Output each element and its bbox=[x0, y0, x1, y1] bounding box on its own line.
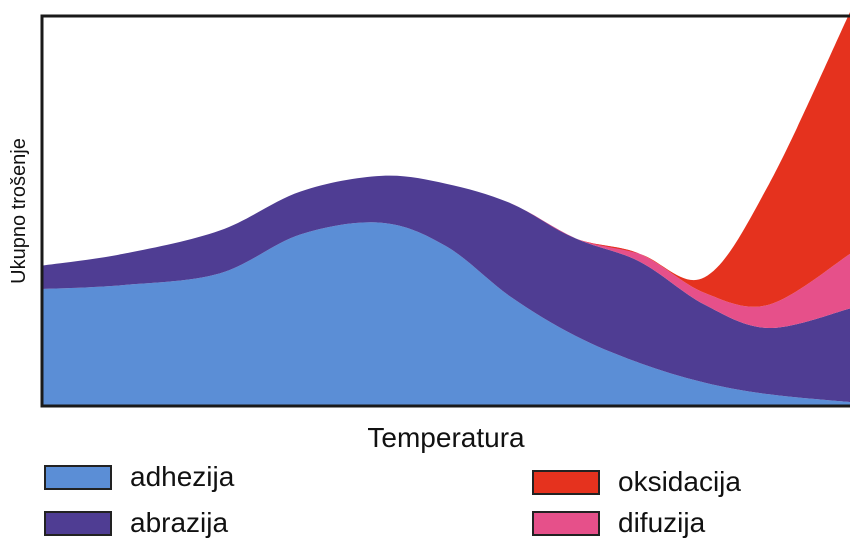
legend-label-oksidacija: oksidacija bbox=[618, 466, 741, 497]
area-adhezija bbox=[42, 222, 850, 406]
x-axis-label: Temperatura bbox=[367, 422, 525, 453]
legend-item-abrazija: abrazija bbox=[44, 507, 228, 539]
legend-item-oksidacija: oksidacija bbox=[532, 466, 741, 498]
chart-areas bbox=[42, 12, 850, 406]
legend-swatch-adhezija bbox=[44, 464, 112, 490]
legend-label-adhezija: adhezija bbox=[130, 461, 235, 492]
area-oksidacija bbox=[42, 12, 850, 307]
legend-item-adhezija: adhezija bbox=[44, 461, 234, 493]
area-difuzija bbox=[42, 175, 850, 329]
area-abrazija bbox=[42, 175, 850, 403]
legend-label-difuzija: difuzija bbox=[618, 507, 706, 538]
legend-swatch-abrazija bbox=[44, 510, 112, 536]
legend-swatch-difuzija bbox=[532, 510, 600, 536]
y-axis-label: Ukupno trošenje bbox=[8, 138, 30, 284]
legend-label-abrazija: abrazija bbox=[130, 507, 229, 538]
legend-item-difuzija: difuzija bbox=[532, 507, 705, 539]
legend-swatch-oksidacija bbox=[532, 469, 600, 495]
plot-frame bbox=[40, 14, 850, 408]
